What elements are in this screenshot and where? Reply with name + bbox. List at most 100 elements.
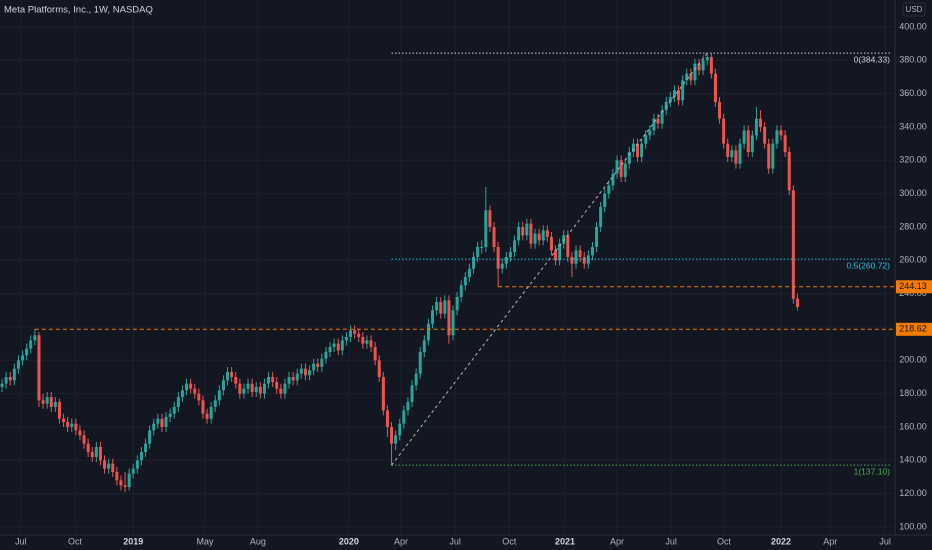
candle-body [759, 118, 763, 127]
x-tick-label: 2022 [771, 536, 791, 546]
candle-body [328, 347, 332, 352]
candle-body [685, 73, 689, 81]
candle-body [41, 400, 45, 404]
candle-body [275, 382, 279, 389]
candle-body [361, 337, 365, 344]
candle-body [279, 388, 283, 394]
candle-body [488, 210, 492, 227]
candle-body [45, 397, 49, 404]
candle-body [168, 413, 172, 417]
currency[interactable]: USD [906, 5, 923, 14]
x-tick-label: 2021 [555, 536, 575, 546]
candle-body [144, 443, 148, 452]
x-tick-label: 2020 [339, 536, 359, 546]
candle-body [640, 143, 644, 157]
candle-body [570, 257, 574, 264]
candle-body [295, 373, 299, 381]
candle-body [402, 410, 406, 424]
candle-body [262, 383, 266, 394]
candle-body [62, 418, 66, 422]
candle-body [492, 227, 496, 247]
axes: 100.00120.00140.00160.00180.00200.00220.… [15, 21, 932, 546]
chart-title: Meta Platforms, Inc., 1W, NASDAQ [4, 5, 153, 16]
x-tick-label: Oct [68, 536, 83, 546]
candle-body [205, 413, 209, 419]
candle-body [545, 230, 549, 237]
candle-body [213, 400, 217, 407]
candle-body [357, 333, 361, 337]
y-tick-label: 340.00 [899, 121, 927, 131]
candle-body [82, 435, 86, 444]
candle-body [484, 210, 488, 247]
candle-body [443, 300, 447, 314]
candle-body [709, 57, 713, 74]
candle-body [697, 63, 701, 71]
x-tick-label: Apr [610, 536, 624, 546]
candle-body [590, 247, 594, 256]
candle-body [734, 150, 738, 164]
price-tag [896, 322, 932, 336]
candle-body [513, 240, 517, 252]
candle-body [566, 235, 570, 257]
candle-body [287, 377, 291, 384]
candle-body [529, 223, 533, 244]
candle-body [176, 397, 180, 407]
candle-body [439, 302, 443, 314]
candle-body [459, 285, 463, 297]
candle-body [656, 118, 660, 124]
candle-body [681, 80, 685, 101]
candle-body [160, 418, 164, 427]
candle-body [627, 152, 631, 164]
candle-body [693, 63, 697, 81]
candle-body [340, 340, 344, 351]
candle-body [763, 127, 767, 144]
candle-body [385, 410, 389, 427]
candle-body [312, 363, 316, 371]
x-tick-label: Aug [250, 536, 266, 546]
candle-body [320, 358, 324, 367]
candle-body [496, 247, 500, 269]
candle-body [648, 130, 652, 136]
candle-body [578, 250, 582, 257]
candle-body [611, 173, 615, 186]
candle-body [615, 160, 619, 174]
y-tick-label: 320.00 [899, 155, 927, 165]
candle-body [771, 143, 775, 169]
candle-body [209, 407, 213, 419]
candle-body [246, 383, 250, 389]
candle-body [738, 143, 742, 164]
candle-body [562, 235, 566, 244]
candle-body [303, 368, 307, 376]
candle-body [234, 377, 238, 384]
candle-body [705, 57, 709, 61]
candle-body [636, 143, 640, 157]
candle-body [349, 330, 353, 337]
y-tick-label: 280.00 [899, 221, 927, 231]
candle-body [164, 417, 168, 427]
candle-body [344, 337, 348, 341]
x-tick-label: Jul [15, 536, 27, 546]
candle-body [135, 460, 139, 469]
candle-body [795, 298, 799, 307]
candle-body [0, 383, 4, 387]
candle-body [94, 447, 98, 457]
candle-body [631, 143, 635, 152]
candle-body [726, 143, 730, 157]
candle-body [504, 257, 508, 264]
candle-body [180, 390, 184, 397]
candle-body [98, 447, 102, 461]
candle-body [57, 402, 61, 419]
candle-body [549, 237, 553, 251]
x-tick-label: May [196, 536, 214, 546]
x-tick-label: Oct [502, 536, 517, 546]
candle-body [476, 247, 480, 257]
candle-body [324, 352, 328, 359]
candle-body [467, 268, 471, 277]
currency-box[interactable] [902, 2, 926, 17]
candle-body [455, 297, 459, 311]
fib-level-label: 1(137.10) [854, 466, 891, 476]
candle-body [410, 385, 414, 402]
candle-body [435, 302, 439, 311]
